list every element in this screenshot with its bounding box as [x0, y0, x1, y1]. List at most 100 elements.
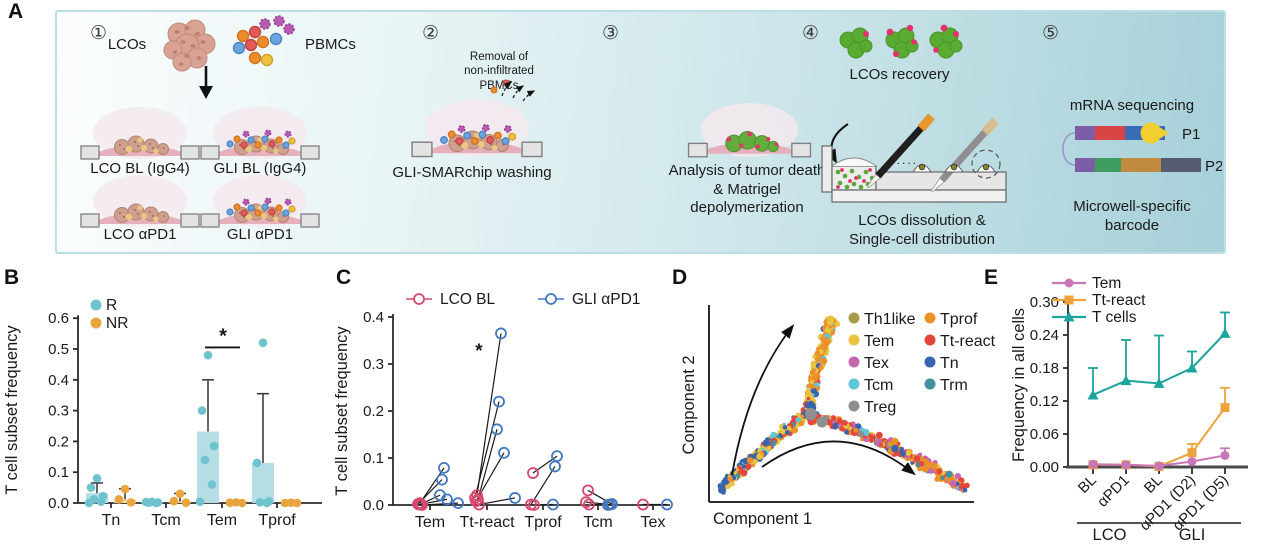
panel-a-label: A	[8, 0, 24, 23]
panel-e-label: E	[984, 266, 999, 289]
svg-text:Tn: Tn	[102, 512, 121, 529]
svg-text:Tem: Tem	[207, 512, 237, 529]
panel-b-label: B	[4, 266, 20, 289]
svg-text:Tprof: Tprof	[258, 512, 296, 529]
pacman-icon	[1140, 122, 1169, 144]
svg-text:Tprof: Tprof	[940, 311, 978, 328]
svg-text:0.3: 0.3	[363, 356, 384, 373]
recovered-lcos-icon	[839, 24, 963, 59]
svg-text:LCO BL: LCO BL	[440, 291, 496, 308]
svg-text:Treg: Treg	[864, 399, 896, 416]
svg-text:0.00: 0.00	[1030, 459, 1059, 476]
svg-text:R: R	[106, 297, 117, 314]
svg-text:αPD1: αPD1	[1094, 472, 1133, 511]
single-cell-droplets	[912, 149, 1001, 179]
svg-text:*: *	[219, 325, 227, 347]
svg-text:T cells: T cells	[1092, 309, 1137, 326]
pipette-1	[866, 113, 935, 189]
svg-text:Tcm: Tcm	[151, 512, 180, 529]
svg-text:0.4: 0.4	[363, 309, 384, 326]
barcode-diagram: P1 P2	[1062, 122, 1222, 175]
recovery-label: LCOs recovery	[849, 66, 950, 83]
svg-text:Component 1: Component 1	[713, 510, 812, 528]
svg-text:LCO: LCO	[1093, 526, 1127, 544]
step-5-number: ⑤	[1042, 23, 1060, 44]
lcos-blob-icon	[163, 19, 216, 72]
p2-label: P2	[1205, 158, 1222, 175]
svg-text:Tex: Tex	[864, 355, 889, 372]
analysis-caption: Analysis of tumor death & Matrigel depol…	[668, 162, 826, 217]
step-2-number: ②	[422, 23, 440, 44]
svg-text:0.18: 0.18	[1030, 360, 1059, 377]
svg-text:Th1like: Th1like	[864, 311, 916, 328]
dish-label-lco-bl: LCO BL (IgG4)	[90, 160, 190, 177]
svg-text:BL: BL	[1075, 472, 1100, 497]
read-p2: P2	[1075, 158, 1222, 175]
down-arrow-icon	[199, 66, 213, 99]
svg-text:0.3: 0.3	[48, 403, 69, 420]
svg-text:Tprof: Tprof	[524, 514, 562, 531]
dish-lco-bl	[80, 106, 200, 160]
svg-text:0.24: 0.24	[1030, 327, 1059, 344]
dish-gli-apd1	[200, 174, 320, 228]
svg-text:NR: NR	[106, 315, 128, 332]
svg-text:Tex: Tex	[641, 514, 666, 531]
panel-d-label: D	[672, 266, 688, 289]
read-p1: P1	[1075, 122, 1200, 144]
svg-text:0.12: 0.12	[1030, 393, 1059, 410]
svg-text:Tem: Tem	[1092, 275, 1121, 292]
chip-dissolution-illustration: ......	[821, 113, 1007, 203]
trajectory-scatter-chart: Component 1 Component 2 Th1like Tem Tex Tcm Tr…	[680, 305, 996, 528]
svg-text:0.0: 0.0	[363, 497, 384, 514]
svg-text:Tt-react: Tt-react	[459, 514, 515, 531]
dish-label-lco-apd1: LCO αPD1	[103, 226, 177, 243]
p1-label: P1	[1182, 126, 1200, 143]
svg-text:Tem: Tem	[864, 333, 894, 350]
svg-text:0.30: 0.30	[1030, 294, 1059, 311]
svg-text:0.06: 0.06	[1030, 426, 1059, 443]
svg-text:Frequency in all cells: Frequency in all cells	[1010, 308, 1028, 462]
svg-text:Trm: Trm	[940, 377, 968, 394]
step-4-number: ④	[802, 23, 820, 44]
svg-text:0.1: 0.1	[363, 450, 384, 467]
dissolution-caption: LCOs dissolution & Single-cell distribut…	[849, 212, 995, 248]
recovery-arrow	[824, 123, 849, 164]
step-3-number: ③	[602, 23, 620, 44]
svg-text:Component 2: Component 2	[680, 355, 698, 454]
svg-text:BL: BL	[1141, 472, 1166, 497]
svg-text:T cell subset frequency: T cell subset frequency	[333, 326, 351, 496]
lcos-label: LCOs	[107, 36, 147, 53]
workflow-diagram: ① LCOs PBMCs	[55, 10, 1226, 254]
svg-text:0.2: 0.2	[363, 403, 384, 420]
dish-gli-bl	[200, 106, 320, 160]
tumor-death-dish-illustration	[687, 102, 812, 158]
svg-text:Tt-react: Tt-react	[940, 333, 996, 350]
dish-label-gli-bl: GLI BL (IgG4)	[213, 160, 307, 177]
svg-text:Tem: Tem	[415, 514, 445, 531]
dish-label-gli-apd1: GLI αPD1	[226, 226, 294, 243]
svg-text:Tcm: Tcm	[864, 377, 893, 394]
svg-text:Tcm: Tcm	[583, 514, 612, 531]
svg-text:0.2: 0.2	[48, 433, 69, 450]
dish-lco-apd1	[80, 174, 200, 228]
svg-text:Tt-react: Tt-react	[1092, 292, 1146, 309]
paired-subset-frequency-chart: 0.0 0.1 0.2 0.3 0.4 Tem Tt-react Tprof Tcm Tex T c…	[333, 291, 673, 531]
step-1-number: ①	[90, 23, 108, 44]
svg-text:*: *	[475, 341, 483, 362]
pbmcs-cluster-icon	[232, 15, 295, 67]
svg-text:T cell subset frequency: T cell subset frequency	[3, 325, 21, 495]
svg-text:0.0: 0.0	[48, 495, 69, 512]
svg-text:GLI: GLI	[1179, 526, 1206, 544]
svg-text:0.5: 0.5	[48, 341, 69, 358]
washing-caption: GLI-SMARchip washing	[392, 164, 552, 181]
svg-text:GLI αPD1: GLI αPD1	[572, 291, 640, 308]
svg-text:0.6: 0.6	[48, 310, 69, 327]
washing-dish-illustration	[411, 79, 543, 158]
mrna-title: mRNA sequencing	[1069, 97, 1195, 114]
ellipsis-dots: ......	[886, 153, 918, 167]
panel-c-label: C	[336, 266, 352, 289]
t-cell-subset-bar-chart: 0.0 0.1 0.2 0.3 0.4 0.5 0.6 Tn Tcm Tem Tprof T cell…	[3, 297, 322, 529]
svg-text:Tn: Tn	[940, 355, 959, 372]
barcode-caption: Microwell-specific barcode	[1073, 198, 1191, 234]
